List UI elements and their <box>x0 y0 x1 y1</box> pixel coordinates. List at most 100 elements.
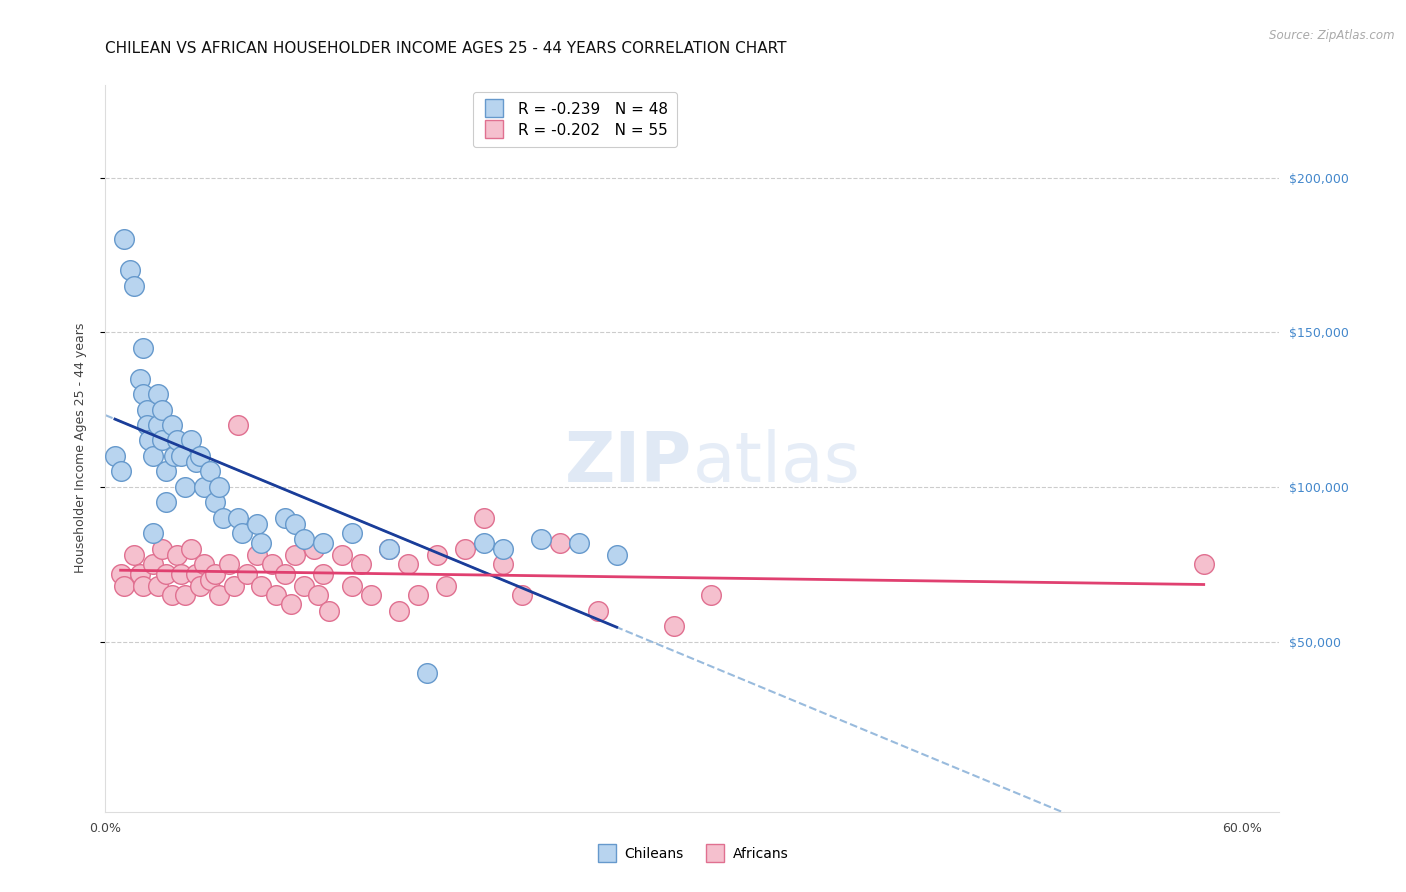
Point <box>150 402 173 417</box>
Point <box>396 558 419 572</box>
Point <box>148 387 170 401</box>
Point <box>340 526 363 541</box>
Text: ZIP: ZIP <box>565 429 692 496</box>
Point <box>434 579 457 593</box>
Point <box>188 579 211 593</box>
Point <box>292 579 315 593</box>
Point <box>142 449 165 463</box>
Point <box>132 341 155 355</box>
Point <box>246 548 269 562</box>
Point <box>186 455 208 469</box>
Point <box>148 417 170 432</box>
Point <box>208 588 231 602</box>
Point <box>302 541 325 556</box>
Point <box>128 566 150 581</box>
Point <box>226 417 249 432</box>
Point <box>1192 558 1215 572</box>
Point <box>246 516 269 531</box>
Point <box>360 588 382 602</box>
Point <box>204 566 226 581</box>
Y-axis label: Householder Income Ages 25 - 44 years: Householder Income Ages 25 - 44 years <box>75 323 87 574</box>
Point <box>284 548 307 562</box>
Point <box>340 579 363 593</box>
Point <box>211 511 233 525</box>
Point <box>128 371 150 385</box>
Point <box>510 588 533 602</box>
Point <box>166 548 188 562</box>
Point <box>104 449 127 463</box>
Point <box>162 449 184 463</box>
Point <box>148 579 170 593</box>
Point <box>406 588 429 602</box>
Point <box>492 541 515 556</box>
Point <box>318 604 340 618</box>
Point <box>226 511 249 525</box>
Point <box>122 278 145 293</box>
Point <box>150 541 173 556</box>
Point <box>132 579 155 593</box>
Point <box>312 535 335 549</box>
Point <box>188 449 211 463</box>
Point <box>150 434 173 448</box>
Point <box>136 402 159 417</box>
Point <box>274 566 297 581</box>
Point <box>530 533 553 547</box>
Point <box>492 558 515 572</box>
Point <box>231 526 253 541</box>
Point <box>472 511 495 525</box>
Point <box>138 434 160 448</box>
Point <box>160 588 183 602</box>
Point <box>166 434 188 448</box>
Point <box>224 579 246 593</box>
Point <box>350 558 373 572</box>
Point <box>112 579 135 593</box>
Point <box>170 566 193 581</box>
Point <box>274 511 297 525</box>
Point <box>142 558 165 572</box>
Point <box>700 588 723 602</box>
Point <box>155 465 177 479</box>
Point <box>160 417 183 432</box>
Point <box>170 449 193 463</box>
Point <box>155 566 177 581</box>
Point <box>454 541 477 556</box>
Point <box>264 588 287 602</box>
Point <box>112 232 135 246</box>
Point <box>136 417 159 432</box>
Point <box>606 548 628 562</box>
Point <box>586 604 609 618</box>
Point <box>193 480 215 494</box>
Point <box>426 548 449 562</box>
Point <box>193 558 215 572</box>
Point <box>249 535 271 549</box>
Point <box>142 526 165 541</box>
Point <box>186 566 208 581</box>
Point <box>155 495 177 509</box>
Point <box>174 480 197 494</box>
Text: Source: ZipAtlas.com: Source: ZipAtlas.com <box>1270 29 1395 42</box>
Point <box>262 558 284 572</box>
Point <box>292 533 315 547</box>
Point <box>198 465 221 479</box>
Point <box>180 541 202 556</box>
Point <box>120 263 142 277</box>
Point <box>110 566 132 581</box>
Point <box>548 535 571 549</box>
Point <box>312 566 335 581</box>
Point <box>307 588 329 602</box>
Point <box>472 535 495 549</box>
Legend: Chileans, Africans: Chileans, Africans <box>591 841 794 866</box>
Point <box>378 541 401 556</box>
Text: CHILEAN VS AFRICAN HOUSEHOLDER INCOME AGES 25 - 44 YEARS CORRELATION CHART: CHILEAN VS AFRICAN HOUSEHOLDER INCOME AG… <box>105 41 787 56</box>
Point <box>174 588 197 602</box>
Point <box>180 434 202 448</box>
Point <box>218 558 240 572</box>
Point <box>568 535 591 549</box>
Point <box>284 516 307 531</box>
Point <box>416 665 439 680</box>
Point <box>110 465 132 479</box>
Point <box>122 548 145 562</box>
Point <box>378 541 401 556</box>
Point <box>280 598 302 612</box>
Point <box>330 548 353 562</box>
